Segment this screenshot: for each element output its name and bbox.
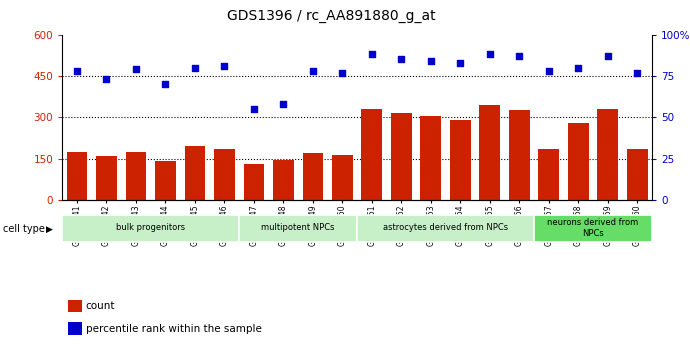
Point	[189, 65, 200, 70]
Bar	[568, 123, 589, 200]
Point	[248, 106, 259, 112]
Text: astrocytes derived from NPCs: astrocytes derived from NPCs	[383, 224, 508, 233]
Bar	[391, 113, 412, 200]
Bar	[66, 152, 87, 200]
Bar	[509, 110, 530, 200]
Bar	[627, 149, 648, 200]
Bar	[420, 116, 441, 200]
Bar	[62, 215, 239, 242]
Text: ▶: ▶	[46, 225, 53, 234]
Point	[602, 53, 613, 59]
Point	[514, 53, 525, 59]
Point	[425, 58, 436, 64]
Point	[632, 70, 643, 75]
Point	[278, 101, 289, 107]
Bar	[362, 109, 382, 200]
Point	[366, 52, 377, 57]
Point	[71, 68, 82, 74]
Bar	[239, 215, 357, 242]
Bar	[96, 156, 117, 200]
Point	[307, 68, 318, 74]
Bar	[598, 109, 618, 200]
Bar	[155, 161, 176, 200]
Text: GDS1396 / rc_AA891880_g_at: GDS1396 / rc_AA891880_g_at	[227, 9, 435, 23]
Point	[130, 67, 141, 72]
Bar	[68, 300, 82, 313]
Text: percentile rank within the sample: percentile rank within the sample	[86, 324, 262, 334]
Bar	[357, 215, 534, 242]
Point	[396, 57, 407, 62]
Bar	[68, 322, 82, 335]
Text: multipotent NPCs: multipotent NPCs	[262, 224, 335, 233]
Bar	[302, 153, 323, 200]
Bar	[273, 160, 294, 200]
Text: bulk progenitors: bulk progenitors	[116, 224, 185, 233]
Text: cell type: cell type	[3, 225, 46, 234]
Text: neurons derived from
NPCs: neurons derived from NPCs	[547, 218, 639, 238]
Point	[160, 81, 171, 87]
Bar	[184, 146, 205, 200]
Bar	[126, 152, 146, 200]
Point	[101, 77, 112, 82]
Bar	[214, 149, 235, 200]
Bar	[534, 215, 652, 242]
Text: count: count	[86, 301, 115, 311]
Point	[573, 65, 584, 70]
Bar	[450, 120, 471, 200]
Point	[337, 70, 348, 75]
Bar	[332, 155, 353, 200]
Bar	[538, 149, 559, 200]
Point	[484, 52, 495, 57]
Bar	[244, 164, 264, 200]
Point	[543, 68, 554, 74]
Point	[455, 60, 466, 66]
Point	[219, 63, 230, 69]
Bar	[480, 105, 500, 200]
